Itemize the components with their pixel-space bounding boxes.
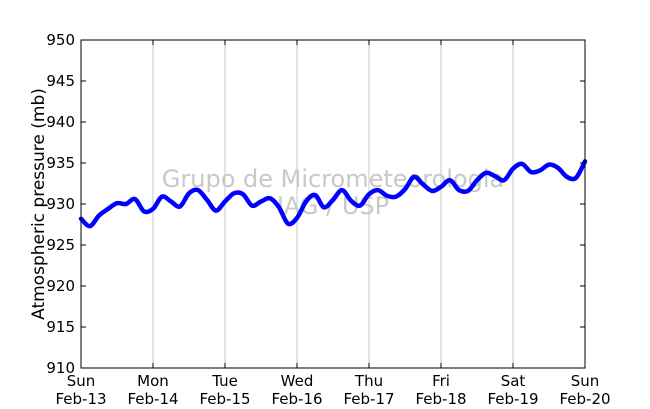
x-tick-label-day: Fri: [432, 372, 450, 390]
x-tick-label-day: Thu: [354, 372, 383, 390]
y-tick-label: 940: [46, 113, 75, 131]
pressure-line: [78, 159, 588, 229]
y-tick-label: 950: [46, 31, 75, 49]
y-tick-label: 945: [46, 72, 75, 90]
x-tick-label-date: Feb-15: [199, 390, 250, 408]
y-tick-label: 925: [46, 236, 75, 254]
x-tick-label-day: Sun: [67, 372, 96, 390]
x-tick-label-day: Sat: [501, 372, 526, 390]
x-tick-label-date: Feb-18: [415, 390, 466, 408]
x-tick-label-date: Feb-19: [487, 390, 538, 408]
y-tick-label: 920: [46, 277, 75, 295]
x-tick-label-day: Tue: [211, 372, 238, 390]
x-tick-label-date: Feb-14: [127, 390, 178, 408]
x-tick-label-date: Feb-20: [559, 390, 610, 408]
x-tick-label-date: Feb-17: [343, 390, 394, 408]
watermark-line-2: IAG / USP: [277, 192, 389, 220]
x-tick-label-day: Mon: [137, 372, 169, 390]
y-tick-label: 910: [46, 359, 75, 377]
x-axis: SunFeb-13MonFeb-14TueFeb-15WedFeb-16ThuF…: [55, 40, 611, 408]
watermark-line-1: Grupo de Micrometeorologia: [162, 165, 504, 193]
x-tick-label-day: Wed: [281, 372, 314, 390]
pressure-series: [78, 159, 588, 229]
y-axis: 910 915 920 925 930 935 940 945 950: [46, 31, 585, 377]
y-axis-title: Atmospheric pressure (mb): [29, 88, 49, 320]
y-tick-label: 915: [46, 318, 75, 336]
x-tick-label-day: Sun: [571, 372, 600, 390]
y-tick-label: 935: [46, 154, 75, 172]
x-tick-label-date: Feb-13: [55, 390, 106, 408]
y-tick-label: 930: [46, 195, 75, 213]
x-tick-label-date: Feb-16: [271, 390, 322, 408]
